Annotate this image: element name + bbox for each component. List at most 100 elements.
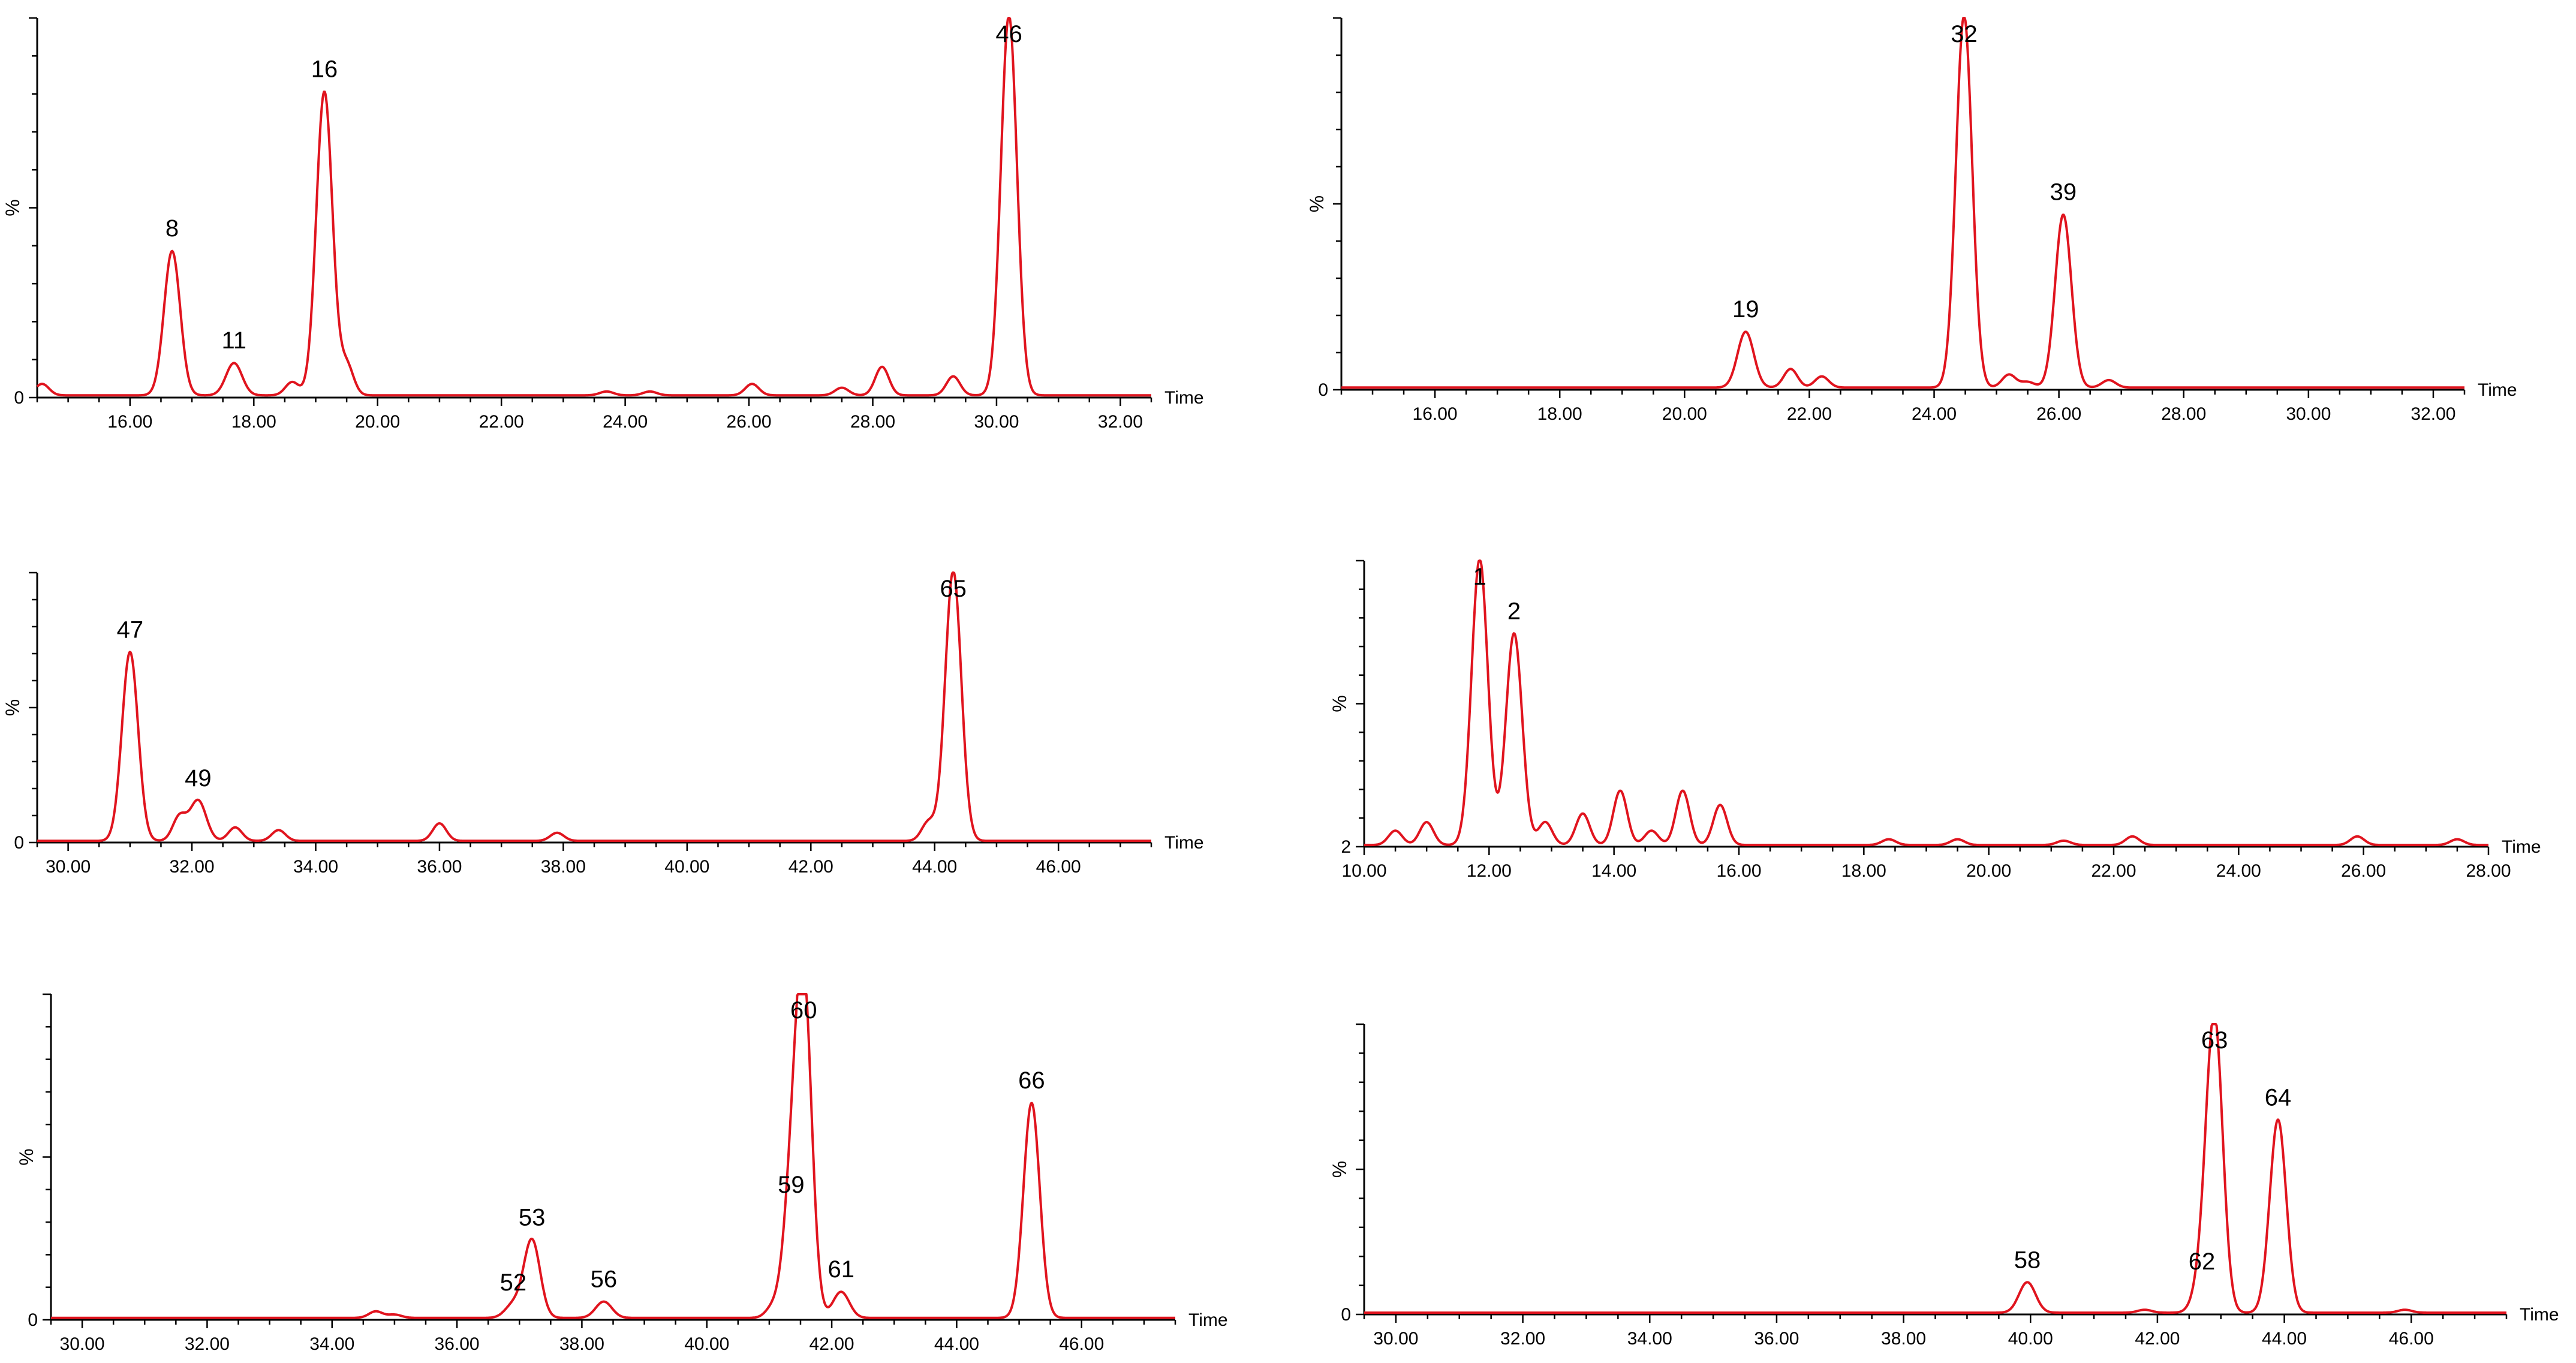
x-tick-label: 32.00 <box>1500 1329 1545 1349</box>
x-tick-label: 12.00 <box>1467 861 1512 881</box>
peak-label-46: 46 <box>995 21 1022 47</box>
x-tick-label: 32.00 <box>1098 412 1143 432</box>
x-tick-label: 20.00 <box>1966 861 2011 881</box>
x-tick-label: 42.00 <box>789 857 833 877</box>
x-tick-label: 24.00 <box>2216 861 2261 881</box>
x-tick-label: 36.00 <box>1754 1329 1799 1349</box>
peak-label-62: 62 <box>2189 1248 2216 1275</box>
peak-label-47: 47 <box>117 617 144 643</box>
y-axis-label: % <box>2 199 23 216</box>
chart-panel-3: 30.00 32.00 34.00 36.00 38.00 40.00 42.00 44.00… <box>2 571 1204 877</box>
peak-label-52: 52 <box>500 1269 527 1296</box>
y-tick-label: 0 <box>14 833 24 853</box>
peak-label-2: 2 <box>1507 598 1521 624</box>
peak-label-39: 39 <box>2050 179 2077 206</box>
x-tick-label: 14.00 <box>1591 861 1636 881</box>
x-tick-label: 28.00 <box>2466 861 2511 881</box>
x-tick-label: 26.00 <box>2341 861 2386 881</box>
x-tick-label: 40.00 <box>664 857 709 877</box>
peak-label-8: 8 <box>165 215 179 242</box>
peak-label-66: 66 <box>1018 1067 1045 1094</box>
x-tick-label: 40.00 <box>684 1334 729 1354</box>
x-tick-label: 46.00 <box>2389 1329 2434 1349</box>
peak-label-65: 65 <box>940 576 967 602</box>
x-tick-label: 34.00 <box>1627 1329 1672 1349</box>
x-tick-label: 32.00 <box>2411 404 2455 424</box>
peak-label-56: 56 <box>591 1266 618 1292</box>
x-tick-label: 28.00 <box>2161 404 2206 424</box>
x-tick-label: 20.00 <box>1662 404 1707 424</box>
peak-label-60: 60 <box>790 997 817 1024</box>
x-axis-label: Time <box>1164 833 1204 853</box>
x-tick-label: 46.00 <box>1036 857 1081 877</box>
x-tick-label: 26.00 <box>2036 404 2081 424</box>
x-tick-label: 46.00 <box>1059 1334 1104 1354</box>
x-axis-label: Time <box>2520 1305 2559 1325</box>
x-tick-label: 42.00 <box>2135 1329 2180 1349</box>
chromatogram-trace <box>1364 1023 2507 1314</box>
chromatogram-trace <box>1341 17 2465 389</box>
x-tick-label: 30.00 <box>2286 404 2331 424</box>
x-tick-label: 22.00 <box>479 412 524 432</box>
x-tick-label: 40.00 <box>2008 1329 2053 1349</box>
peak-label-1: 1 <box>1473 564 1486 590</box>
x-tick-label: 44.00 <box>912 857 957 877</box>
chromatogram-trace <box>50 993 1176 1319</box>
x-tick-label: 44.00 <box>2262 1329 2307 1349</box>
x-tick-label: 42.00 <box>809 1334 854 1354</box>
x-tick-label: 22.00 <box>2091 861 2136 881</box>
chromatogram-trace <box>37 571 1152 843</box>
x-tick-label: 44.00 <box>934 1334 979 1354</box>
x-tick-label: 26.00 <box>727 412 772 432</box>
peak-label-58: 58 <box>2014 1247 2041 1273</box>
chromatogram-trace <box>1364 559 2489 847</box>
chart-panel-5: 30.00 32.00 34.00 36.00 38.00 40.00 42.00 44.00… <box>16 993 1228 1354</box>
x-axis-label: Time <box>1188 1310 1228 1330</box>
y-tick-label: 0 <box>14 388 24 408</box>
peak-label-16: 16 <box>311 56 338 82</box>
x-tick-label: 30.00 <box>46 857 91 877</box>
x-tick-label: 38.00 <box>559 1334 604 1354</box>
x-tick-label: 24.00 <box>1912 404 1957 424</box>
chromatogram-trace <box>36 17 1152 397</box>
x-tick-label: 22.00 <box>1787 404 1832 424</box>
peak-label-61: 61 <box>827 1256 854 1283</box>
x-tick-label: 16.00 <box>1413 404 1458 424</box>
peak-label-63: 63 <box>2201 1027 2228 1054</box>
peak-label-11: 11 <box>221 327 246 354</box>
x-tick-label: 28.00 <box>850 412 895 432</box>
x-tick-label: 32.00 <box>170 857 215 877</box>
y-tick-label: 0 <box>1341 1305 1351 1325</box>
x-axis-label: Time <box>2502 837 2541 857</box>
x-tick-label: 24.00 <box>603 412 648 432</box>
chart-panel-6: 30.00 32.00 34.00 36.00 38.00 40.00 42.00 44.00… <box>1329 1023 2559 1349</box>
y-axis-label: % <box>1329 1161 1350 1178</box>
peak-label-64: 64 <box>2265 1084 2292 1111</box>
x-tick-label: 30.00 <box>1373 1329 1418 1349</box>
x-tick-label: 34.00 <box>293 857 338 877</box>
x-tick-label: 36.00 <box>435 1334 480 1354</box>
chart-panel-2: 16.00 18.00 20.00 22.00 24.00 26.00 28.00 30.00… <box>1306 17 2517 424</box>
x-tick-label: 34.00 <box>309 1334 354 1354</box>
x-tick-label: 30.00 <box>60 1334 105 1354</box>
peak-label-59: 59 <box>778 1172 805 1198</box>
x-tick-label: 32.00 <box>185 1334 230 1354</box>
x-tick-label: 36.00 <box>417 857 462 877</box>
y-axis-label: % <box>1306 195 1328 212</box>
peak-label-53: 53 <box>519 1204 546 1230</box>
peak-label-32: 32 <box>1951 21 1978 47</box>
chart-panel-1: 16.00 18.00 20.00 22.00 24.00 26.00 28.00 30.00… <box>2 17 1204 432</box>
y-tick-label: 0 <box>28 1310 38 1330</box>
x-tick-label: 18.00 <box>231 412 276 432</box>
x-tick-label: 10.00 <box>1341 861 1386 881</box>
y-tick-label: 2 <box>1341 837 1351 857</box>
y-axis-label: % <box>16 1148 37 1165</box>
x-axis-label: Time <box>2478 380 2517 400</box>
peak-label-49: 49 <box>185 765 212 792</box>
x-tick-label: 20.00 <box>355 412 400 432</box>
x-axis-label: Time <box>1164 388 1204 408</box>
y-axis-label: % <box>2 699 23 716</box>
x-tick-label: 16.00 <box>107 412 152 432</box>
